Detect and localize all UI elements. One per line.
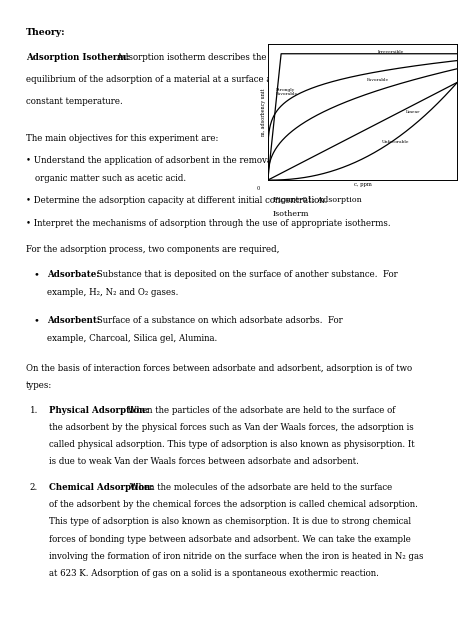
Text: Chemical Adsorption:: Chemical Adsorption: [49, 483, 154, 492]
Text: Strongly
Favorable: Strongly Favorable [275, 88, 298, 96]
Text: When the molecules of the adsorbate are held to the surface: When the molecules of the adsorbate are … [127, 483, 392, 492]
Text: called physical adsorption. This type of adsorption is also known as physisorpti: called physical adsorption. This type of… [49, 440, 414, 449]
Text: the adsorbent by the physical forces such as Van der Waals forces, the adsorptio: the adsorbent by the physical forces suc… [49, 423, 414, 432]
Text: On the basis of interaction forces between adsorbate and adsorbent, adsorption i: On the basis of interaction forces betwe… [26, 363, 412, 373]
Text: organic matter such as acetic acid.: organic matter such as acetic acid. [35, 174, 186, 183]
Text: • Understand the application of adsorbent in the removal of: • Understand the application of adsorben… [26, 156, 286, 165]
Text: 1.: 1. [30, 406, 38, 415]
Text: •: • [33, 270, 39, 279]
Text: Substance that is deposited on the surface of another substance.  For: Substance that is deposited on the surfa… [94, 270, 398, 279]
Text: constant temperature.: constant temperature. [26, 97, 123, 106]
Text: Linear: Linear [406, 110, 420, 114]
Y-axis label: m, adsorbency unit: m, adsorbency unit [262, 88, 266, 136]
Text: involving the formation of iron nitride on the surface when the iron is heated i: involving the formation of iron nitride … [49, 552, 423, 561]
Text: Isotherm: Isotherm [273, 210, 309, 218]
Text: Favorable: Favorable [366, 78, 389, 82]
Text: Figure-01: Adsorption: Figure-01: Adsorption [273, 196, 361, 204]
Text: Adsorption isotherm describes the: Adsorption isotherm describes the [114, 53, 266, 62]
X-axis label: c, ppm: c, ppm [354, 181, 372, 186]
Text: forces of bonding type between adsorbate and adsorbent. We can take the example: forces of bonding type between adsorbate… [49, 535, 410, 544]
Text: The main objectives for this experiment are:: The main objectives for this experiment … [26, 133, 219, 143]
Text: Surface of a substance on which adsorbate adsorbs.  For: Surface of a substance on which adsorbat… [94, 316, 343, 325]
Text: • Interpret the mechanisms of adsorption through the use of appropriate isotherm: • Interpret the mechanisms of adsorption… [26, 219, 391, 228]
Text: 0: 0 [257, 186, 260, 191]
Text: equilibrium of the adsorption of a material at a surface at: equilibrium of the adsorption of a mater… [26, 75, 275, 84]
Text: This type of adsorption is also known as chemisorption. It is due to strong chem: This type of adsorption is also known as… [49, 517, 411, 526]
Text: Irreversible: Irreversible [378, 50, 404, 54]
Text: of the adsorbent by the chemical forces the adsorption is called chemical adsorp: of the adsorbent by the chemical forces … [49, 500, 418, 509]
Text: at 623 K. Adsorption of gas on a solid is a spontaneous exothermic reaction.: at 623 K. Adsorption of gas on a solid i… [49, 569, 379, 578]
Text: example, H₂, N₂ and O₂ gases.: example, H₂, N₂ and O₂ gases. [47, 288, 179, 297]
Text: When the particles of the adsorbate are held to the surface of: When the particles of the adsorbate are … [125, 406, 395, 415]
Text: 2.: 2. [30, 483, 38, 492]
Text: Unfavorable: Unfavorable [382, 140, 409, 144]
Text: Adsorption Isotherm:: Adsorption Isotherm: [26, 53, 130, 62]
Text: Adsorbent:: Adsorbent: [47, 316, 100, 325]
Text: Physical Adsorption:: Physical Adsorption: [49, 406, 148, 415]
Text: Adsorbate:: Adsorbate: [47, 270, 100, 279]
Text: Theory:: Theory: [26, 28, 66, 37]
Text: • Determine the adsorption capacity at different initial concentration.: • Determine the adsorption capacity at d… [26, 196, 328, 205]
Text: •: • [33, 316, 39, 325]
Text: For the adsorption process, two components are required,: For the adsorption process, two componen… [26, 245, 280, 254]
Text: types:: types: [26, 381, 52, 390]
Text: is due to weak Van der Waals forces between adsorbate and adsorbent.: is due to weak Van der Waals forces betw… [49, 458, 359, 466]
Text: example, Charcoal, Silica gel, Alumina.: example, Charcoal, Silica gel, Alumina. [47, 334, 218, 343]
